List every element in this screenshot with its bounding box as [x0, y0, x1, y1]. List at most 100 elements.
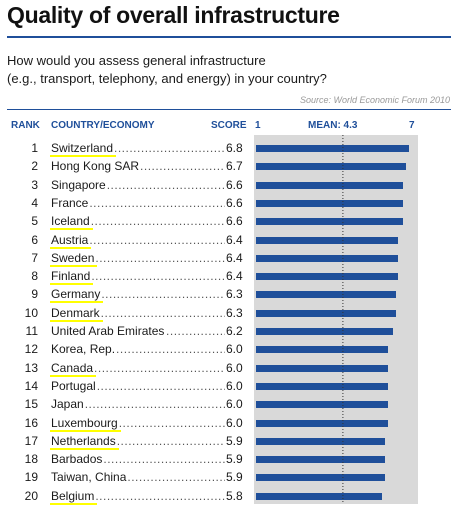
score-bar	[256, 492, 383, 500]
rank-label: 13	[24, 360, 38, 375]
rank-label: 20	[24, 488, 38, 503]
title-rule	[7, 36, 451, 38]
score-label: 6.0	[226, 360, 243, 375]
score-bar	[256, 456, 386, 464]
score-label: 6.0	[226, 342, 243, 357]
dot-leader: ........................................…	[89, 195, 225, 210]
dot-leader: ........................................…	[100, 305, 225, 320]
country-label: Portugal	[51, 378, 96, 393]
score-bar	[256, 474, 386, 482]
score-bar	[256, 145, 409, 152]
rank-label: 1	[31, 141, 38, 155]
highlight-underline	[50, 228, 93, 231]
score-bar	[256, 328, 393, 335]
score-label: 6.3	[226, 287, 243, 302]
score-label: 5.8	[226, 488, 243, 503]
dot-leader: ........................................…	[103, 452, 225, 467]
country-label: Hong Kong SAR	[51, 159, 140, 174]
question-text: How would you assess general infrastruct…	[7, 52, 327, 88]
country-label: Belgium	[51, 488, 95, 503]
highlight-underline	[50, 283, 94, 286]
highlight-underline	[50, 374, 97, 377]
score-bar	[256, 181, 404, 189]
rank-label: 16	[24, 415, 38, 430]
score-label: 6.3	[226, 305, 243, 320]
score-bar	[256, 419, 388, 427]
score-bar	[256, 291, 396, 299]
header-rule	[7, 109, 451, 110]
country-label: Austria	[51, 232, 89, 247]
rank-label: 19	[24, 470, 38, 485]
highlight-underline	[50, 155, 117, 157]
dot-leader: ........................................…	[140, 159, 225, 174]
country-label: Netherlands	[51, 433, 116, 448]
score-bar	[256, 273, 399, 281]
rank-label: 6	[31, 232, 38, 247]
country-label: Luxembourg	[51, 415, 118, 430]
score-label: 6.6	[226, 177, 243, 192]
score-label: 5.9	[226, 433, 243, 448]
score-label: 5.9	[226, 452, 243, 467]
dot-leader: ........................................…	[89, 232, 225, 247]
score-label: 6.4	[226, 250, 243, 265]
score-bar	[256, 437, 386, 445]
highlight-underline	[50, 264, 98, 267]
score-bar	[256, 218, 404, 226]
highlight-underline	[50, 447, 119, 450]
chart-title: Quality of overall infrastructure	[7, 2, 340, 28]
highlight-underline	[50, 246, 92, 249]
highlight-underline	[50, 301, 104, 304]
scale-max-label: 7	[409, 120, 415, 131]
dot-leader: ........................................…	[84, 397, 225, 412]
dot-leader: ........................................…	[106, 177, 225, 192]
rank-label: 2	[31, 159, 38, 174]
dot-leader: ........................................…	[127, 470, 225, 485]
score-label: 6.2	[226, 324, 243, 338]
rank-label: 10	[24, 305, 38, 320]
country-label: Finland	[51, 269, 91, 284]
score-bar	[256, 364, 388, 372]
score-bar	[256, 401, 388, 409]
rank-label: 4	[31, 195, 38, 210]
dot-leader: ........................................…	[95, 250, 225, 265]
score-label: 6.4	[226, 232, 243, 247]
score-header: SCORE	[211, 120, 247, 131]
question-line-1: How would you assess general infrastruct…	[7, 53, 266, 68]
country-label: United Arab Emirates	[51, 324, 165, 338]
country-label: Sweden	[51, 250, 95, 265]
dot-leader: ........................................…	[101, 287, 225, 302]
scale-min-label: 1	[255, 120, 261, 131]
rank-label: 3	[31, 177, 38, 192]
rank-label: 9	[31, 287, 38, 302]
dot-leader: ........................................…	[114, 141, 225, 155]
country-label: Korea, Rep.	[51, 342, 116, 357]
rank-header: RANK	[11, 120, 40, 131]
country-label: Germany	[51, 287, 101, 302]
dot-leader: ........................................…	[95, 488, 225, 503]
country-label: Switzerland	[51, 141, 114, 155]
dot-leader: ........................................…	[166, 324, 225, 338]
dot-leader: ........................................…	[116, 342, 225, 357]
score-label: 6.0	[226, 397, 243, 412]
country-label: Singapore	[51, 177, 106, 192]
dot-leader: ........................................…	[118, 415, 225, 430]
rank-label: 14	[24, 378, 38, 393]
dot-leader: ........................................…	[91, 269, 225, 284]
rank-label: 11	[25, 324, 38, 338]
score-bar	[256, 163, 407, 171]
country-header: COUNTRY/ECONOMY	[51, 120, 155, 131]
score-bar	[256, 236, 399, 244]
score-label: 6.6	[226, 214, 243, 229]
country-label: Taiwan, China	[51, 470, 127, 485]
country-label: Japan	[51, 397, 84, 412]
score-label: 5.9	[226, 470, 243, 485]
country-label: France	[51, 195, 89, 210]
mean-label: MEAN: 4.3	[308, 120, 358, 131]
score-bar	[256, 346, 388, 354]
rank-label: 15	[24, 397, 38, 412]
dot-leader: ........................................…	[90, 214, 225, 229]
country-label: Canada	[51, 360, 94, 375]
highlight-underline	[50, 319, 103, 322]
question-line-2: (e.g., transport, telephony, and energy)…	[7, 71, 327, 86]
highlight-underline	[50, 502, 98, 505]
